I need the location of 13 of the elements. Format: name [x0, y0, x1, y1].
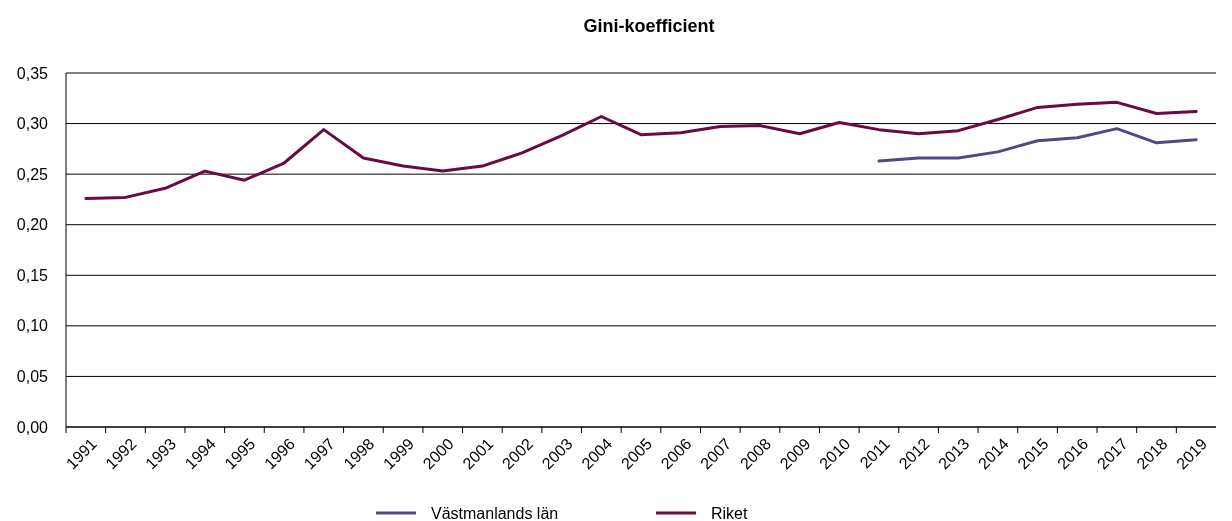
legend-label: Västmanlands län — [431, 504, 559, 521]
line-series — [84, 100, 1198, 200]
y-tick-label: 0,35 — [16, 64, 49, 82]
legend-label: Riket — [711, 504, 749, 521]
chart-title: Gini-koefficient — [583, 16, 715, 36]
y-tick-label: 0,15 — [16, 266, 49, 284]
line-series — [877, 127, 1198, 163]
y-tick-label: 0,10 — [16, 317, 49, 335]
y-tick-label: 0,00 — [16, 418, 49, 436]
y-tick-label: 0,05 — [16, 368, 49, 386]
y-tick-label: 0,20 — [16, 216, 49, 234]
y-tick-label: 0,25 — [16, 165, 49, 183]
y-tick-label: 0,30 — [16, 115, 49, 133]
